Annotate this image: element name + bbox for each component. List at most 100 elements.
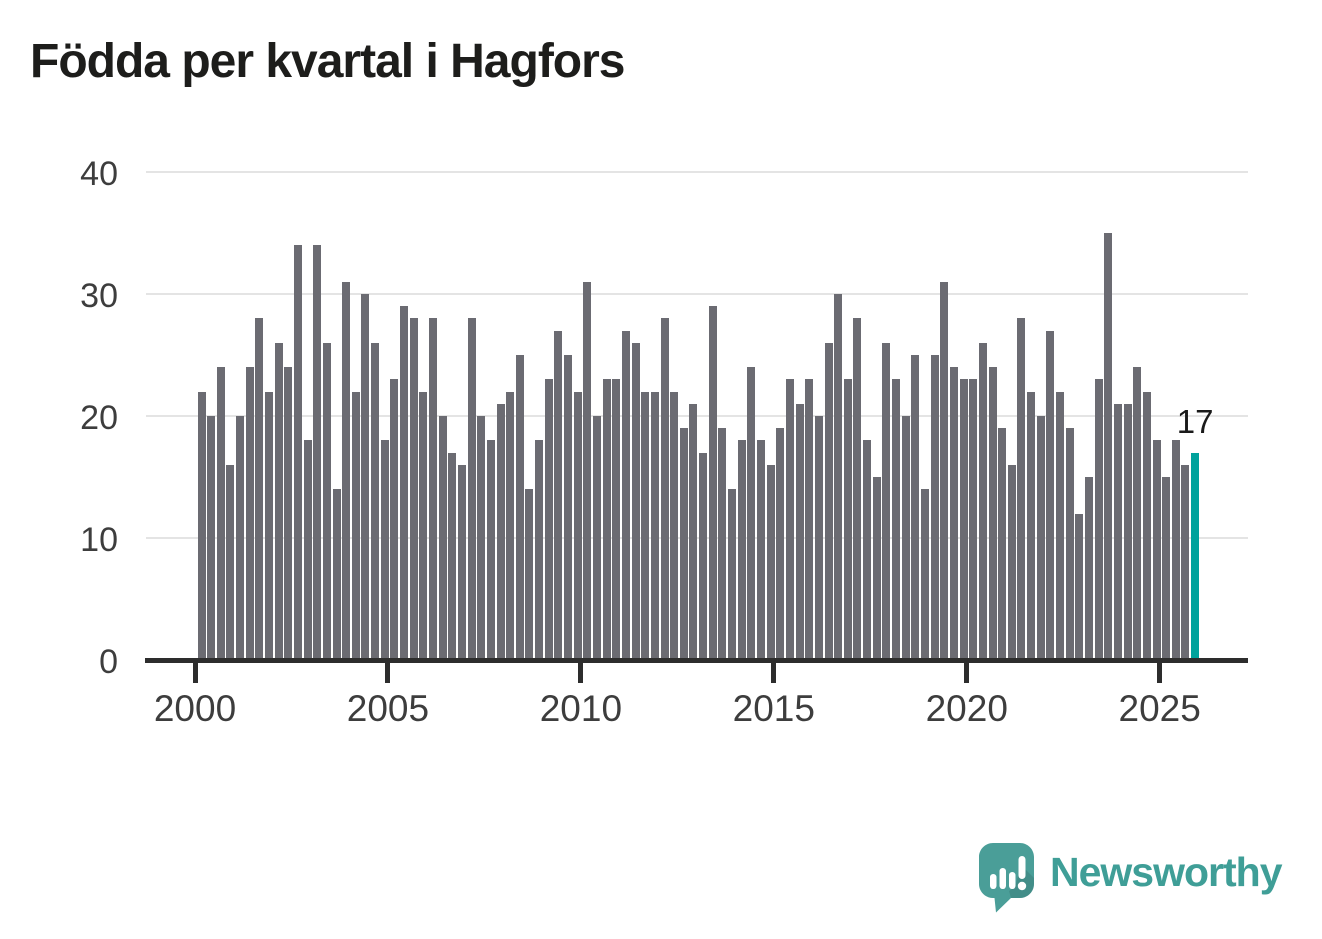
bar [641, 391, 650, 660]
bar [197, 391, 206, 660]
bar [1123, 403, 1132, 660]
bar [766, 464, 775, 660]
x-tick-label-2020: 2020 [925, 688, 1008, 729]
bar [1056, 391, 1065, 660]
bar [400, 306, 409, 660]
bar [824, 342, 833, 660]
bar [940, 281, 949, 660]
bar [457, 464, 466, 660]
bar [361, 294, 370, 660]
bar [853, 318, 862, 660]
bar [380, 440, 389, 660]
bar [371, 342, 380, 660]
x-tick-2020 [964, 663, 970, 683]
x-tick-label-2000: 2000 [153, 688, 237, 729]
bar [1017, 318, 1026, 660]
branding-name: Newsworthy [1050, 848, 1282, 895]
bar [1094, 379, 1103, 660]
x-tick-label-2005: 2005 [346, 688, 430, 729]
bar [207, 416, 216, 660]
bar [564, 355, 573, 660]
bar [814, 416, 823, 660]
y-tick-label-10: 10 [80, 521, 118, 559]
bar [496, 403, 505, 660]
bar [882, 342, 891, 660]
bar [332, 489, 341, 660]
bar [872, 477, 881, 660]
bar [834, 294, 843, 660]
bar [747, 367, 756, 660]
bar [544, 379, 553, 660]
bar [1181, 464, 1190, 660]
branding: Newsworthy [979, 843, 1282, 913]
bar [930, 355, 939, 660]
bar [911, 355, 920, 660]
bar [1065, 428, 1074, 660]
bar [554, 330, 563, 660]
x-tick-label-2015: 2015 [732, 688, 815, 729]
bar [1085, 477, 1094, 660]
bar [1133, 367, 1142, 660]
bar [226, 464, 235, 660]
last-value-annotation: 17 [1176, 402, 1214, 440]
y-tick-label-0: 0 [99, 643, 118, 681]
bar [274, 342, 283, 660]
bar [1007, 464, 1016, 660]
bar [660, 318, 669, 660]
bar [921, 489, 930, 660]
bar [342, 281, 351, 660]
gridline-40 [146, 171, 1248, 173]
bar [236, 416, 245, 660]
gridline-30 [146, 293, 1248, 295]
bar [1027, 391, 1036, 660]
bar [506, 391, 515, 660]
bar [1036, 416, 1045, 660]
bar [419, 391, 428, 660]
bar [1104, 233, 1113, 660]
bar [477, 416, 486, 660]
x-axis-line [145, 658, 1248, 663]
bar [901, 416, 910, 660]
bar [708, 306, 717, 660]
x-tick-2015 [771, 663, 777, 683]
bar [988, 367, 997, 660]
bar [583, 281, 592, 660]
bar [621, 330, 630, 660]
bar [303, 440, 312, 660]
bar [438, 416, 447, 660]
bar [1046, 330, 1055, 660]
bar [448, 452, 457, 660]
bar [670, 391, 679, 660]
bar [737, 440, 746, 660]
x-tick-2025 [1157, 663, 1163, 683]
x-tick-2010 [578, 663, 584, 683]
bar [959, 379, 968, 660]
x-tick-2000 [192, 663, 198, 683]
x-tick-label-2025: 2025 [1118, 688, 1201, 729]
bar [863, 440, 872, 660]
bar [978, 342, 987, 660]
bar [969, 379, 978, 660]
bar [390, 379, 399, 660]
bar [535, 440, 544, 660]
bar [322, 342, 331, 660]
newsworthy-logo-icon [979, 843, 1034, 913]
bar [486, 440, 495, 660]
bar [718, 428, 727, 660]
bar [689, 403, 698, 660]
bar [998, 428, 1007, 660]
bar [949, 367, 958, 660]
x-tick-label-2010: 2010 [539, 688, 623, 729]
chart-title: Födda per kvartal i Hagfors [30, 35, 625, 88]
bar [1113, 403, 1122, 660]
bar [728, 489, 737, 660]
bar [255, 318, 264, 660]
bar [631, 342, 640, 660]
bar [785, 379, 794, 660]
bar [351, 391, 360, 660]
bar [593, 416, 602, 660]
bar [1171, 440, 1180, 660]
bar [757, 440, 766, 660]
